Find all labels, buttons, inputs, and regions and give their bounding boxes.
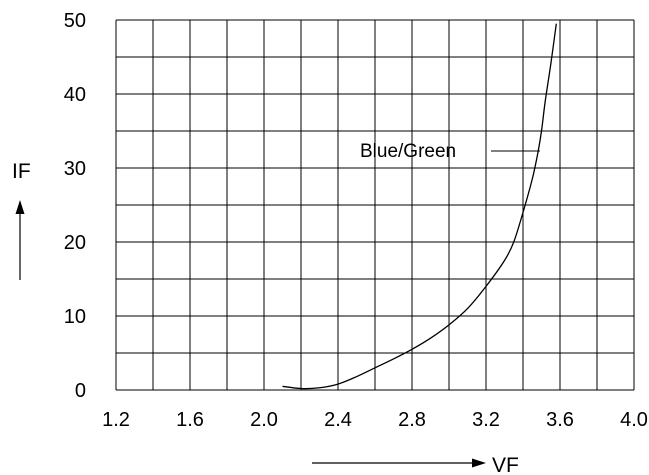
y-axis-label: IF	[12, 160, 31, 183]
x-tick-labels: 1.2 1.6 2.0 2.4 2.8 3.2 3.6 4.0	[102, 409, 648, 431]
series-layer	[282, 23, 557, 390]
x-axis-arrow	[312, 458, 486, 468]
x-tick-label: 2.8	[398, 409, 426, 431]
y-tick-label: 40	[64, 84, 86, 106]
y-tick-label: 10	[64, 306, 86, 328]
x-tick-label: 3.6	[546, 409, 574, 431]
x-axis-label: VF	[492, 454, 519, 475]
x-tick-label: 1.6	[176, 409, 204, 431]
y-tick-labels: 0 10 20 30 40 50	[64, 10, 86, 402]
grid	[115, 19, 635, 391]
x-tick-label: 3.2	[472, 409, 500, 431]
x-tick-label: 2.0	[250, 409, 278, 431]
x-tick-label: 4.0	[620, 409, 648, 431]
y-tick-label: 20	[64, 232, 86, 254]
y-tick-label: 30	[64, 158, 86, 180]
y-tick-label: 0	[75, 380, 86, 402]
series-line-blue-green	[282, 23, 557, 390]
x-tick-label: 1.2	[102, 409, 130, 431]
y-tick-label: 50	[64, 10, 86, 32]
x-tick-label: 2.4	[324, 409, 352, 431]
y-axis-arrow	[15, 200, 25, 280]
series-label-blue-green: Blue/Green	[360, 141, 456, 162]
